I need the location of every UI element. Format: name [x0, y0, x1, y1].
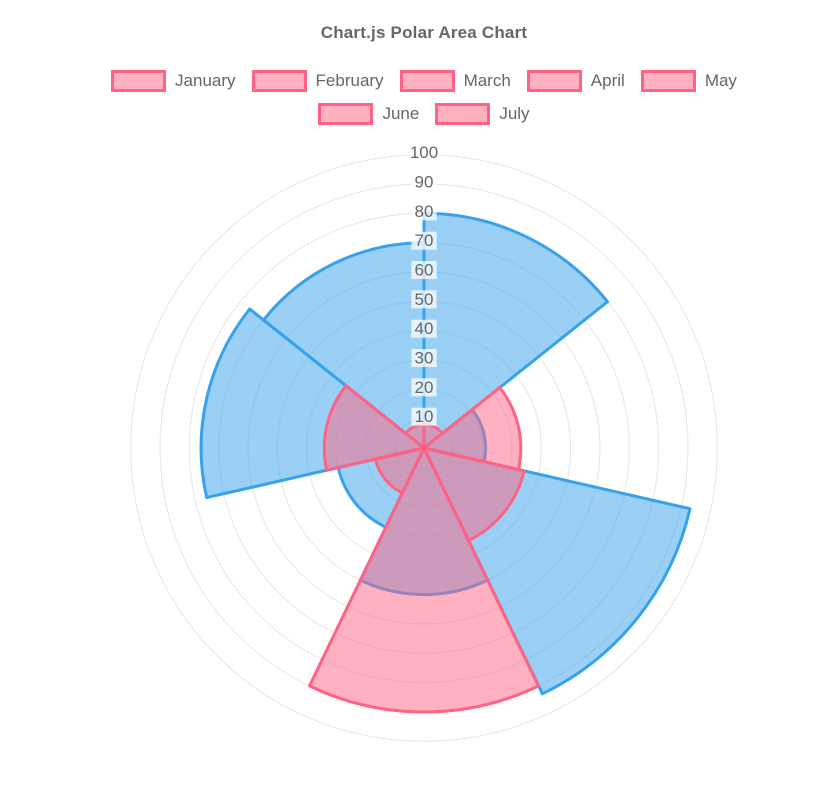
tick-backdrop: [406, 143, 442, 162]
tick-label-60: 60: [415, 261, 434, 280]
tick-label-50: 50: [415, 290, 434, 309]
tick-label-80: 80: [415, 202, 434, 221]
tick-label-10: 10: [415, 407, 434, 426]
legend-item-april[interactable]: April: [526, 70, 625, 92]
legend-label: March: [463, 71, 511, 90]
legend-item-may[interactable]: May: [640, 70, 737, 92]
segment-pink-dataset-february[interactable]: [422, 386, 523, 471]
legend-label: April: [590, 71, 625, 90]
legend-swatch-icon: [318, 103, 374, 125]
legend-item-january[interactable]: January: [111, 70, 236, 92]
tick-backdrop: [411, 173, 437, 191]
legend-item-march[interactable]: March: [399, 70, 511, 92]
legend-item-february[interactable]: February: [251, 70, 384, 92]
segment-blue-dataset-july[interactable]: [262, 241, 426, 450]
tick-label-30: 30: [415, 349, 434, 368]
legend-swatch-icon: [526, 70, 582, 92]
legend-swatch-icon: [251, 70, 307, 92]
tick-backdrop: [411, 231, 437, 250]
tick-label-100: 100: [410, 143, 438, 162]
legend-row: June July: [318, 103, 530, 125]
tick-backdrop: [411, 202, 437, 221]
legend-swatch-icon: [435, 103, 491, 125]
tick-backdrop: [411, 349, 437, 367]
legend-label: May: [704, 71, 737, 90]
legend-label: July: [499, 104, 530, 123]
legend-label: February: [315, 71, 384, 90]
tick-backdrop: [411, 261, 437, 279]
legend-swatch-icon: [640, 70, 696, 92]
legend-label: June: [382, 104, 420, 123]
legend-label: January: [175, 71, 236, 90]
segment-pink-dataset-june[interactable]: [322, 384, 426, 472]
segment-blue-dataset-january[interactable]: [422, 211, 609, 450]
tick-label-70: 70: [415, 231, 434, 250]
tick-label-20: 20: [415, 378, 434, 397]
tick-backdrop: [411, 290, 437, 309]
segment-pink-dataset-march[interactable]: [422, 446, 526, 542]
tick-backdrop: [411, 378, 437, 397]
tick-backdrop: [411, 407, 437, 426]
chart-title: Chart.js Polar Area Chart: [320, 23, 528, 42]
legend-item-july[interactable]: July: [435, 103, 530, 125]
tick-label-40: 40: [415, 319, 434, 338]
legend-item-june[interactable]: June: [318, 103, 419, 125]
legend-swatch-icon: [111, 70, 167, 92]
chart-legend: January February March April May June July: [24, 70, 821, 125]
tick-backdrop: [411, 319, 437, 338]
segment-pink-dataset-april[interactable]: [308, 446, 540, 714]
tick-label-90: 90: [415, 173, 434, 192]
legend-row: January February March April May: [111, 70, 737, 92]
legend-swatch-icon: [399, 70, 455, 92]
